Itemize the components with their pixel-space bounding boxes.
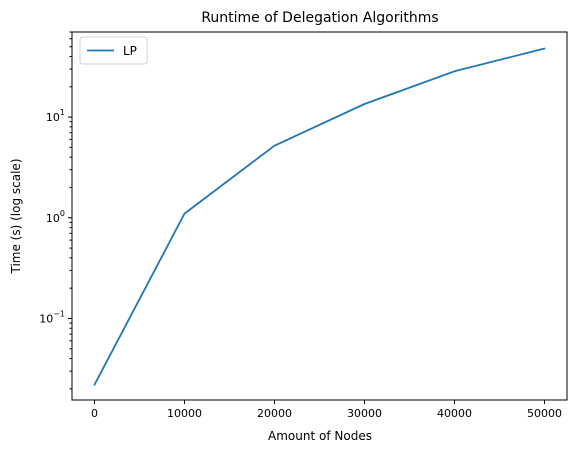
y-tick-label: 101 <box>46 108 65 124</box>
x-axis-label: Amount of Nodes <box>268 429 372 443</box>
x-tick-label: 0 <box>91 407 98 420</box>
chart-title: Runtime of Delegation Algorithms <box>201 10 438 26</box>
legend-label: LP <box>123 44 137 58</box>
legend: LP <box>79 36 148 65</box>
y-tick-label: 10−1 <box>39 309 65 325</box>
x-tick-label: 30000 <box>347 407 382 420</box>
plot-frame <box>71 31 568 401</box>
y-axis-label: Time (s) (log scale) <box>9 158 23 274</box>
x-tick-label: 50000 <box>527 407 562 420</box>
plot-area: 0 10000 20000 30000 40000 50000 10−1 100 101 <box>39 31 568 420</box>
x-tick-label: 40000 <box>437 407 472 420</box>
x-tick-label: 10000 <box>167 407 202 420</box>
x-tick-label: 20000 <box>257 407 292 420</box>
y-tick-label: 100 <box>46 209 65 225</box>
series-line-lp <box>93 47 546 386</box>
